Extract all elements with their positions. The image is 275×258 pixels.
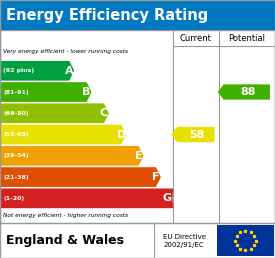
Text: B: B [82,87,91,97]
Text: (21-38): (21-38) [3,175,29,180]
Text: (55-68): (55-68) [3,132,29,137]
Text: Potential: Potential [228,34,265,43]
Text: Current: Current [180,34,212,43]
Polygon shape [1,125,126,144]
Text: (92 plus): (92 plus) [3,68,34,73]
Polygon shape [1,189,173,208]
Text: 58: 58 [190,130,205,140]
Text: (1-20): (1-20) [3,196,24,201]
Polygon shape [1,61,74,80]
Polygon shape [1,146,144,166]
Text: F: F [152,172,160,182]
Bar [0,30,275,223]
Text: G: G [163,193,172,203]
Polygon shape [1,167,161,187]
Text: C: C [100,108,108,118]
Polygon shape [1,103,109,123]
Polygon shape [218,84,270,100]
Text: A: A [65,66,74,76]
Text: Energy Efficiency Rating: Energy Efficiency Rating [6,8,208,23]
Bar [217,225,274,256]
Text: England & Wales: England & Wales [6,234,123,247]
Text: Not energy efficient - higher running costs: Not energy efficient - higher running co… [3,213,128,218]
Text: (81-91): (81-91) [3,90,29,94]
Text: D: D [117,130,126,140]
Text: 88: 88 [240,87,256,97]
Text: EU Directive: EU Directive [163,235,206,240]
Polygon shape [1,82,92,102]
Text: Very energy efficient - lower running costs: Very energy efficient - lower running co… [3,49,128,54]
Polygon shape [171,127,214,142]
Text: (39-54): (39-54) [3,153,29,158]
Text: 2002/91/EC: 2002/91/EC [164,242,205,248]
Text: (69-80): (69-80) [3,111,29,116]
Text: E: E [135,151,142,161]
Bar [0,0,275,30]
